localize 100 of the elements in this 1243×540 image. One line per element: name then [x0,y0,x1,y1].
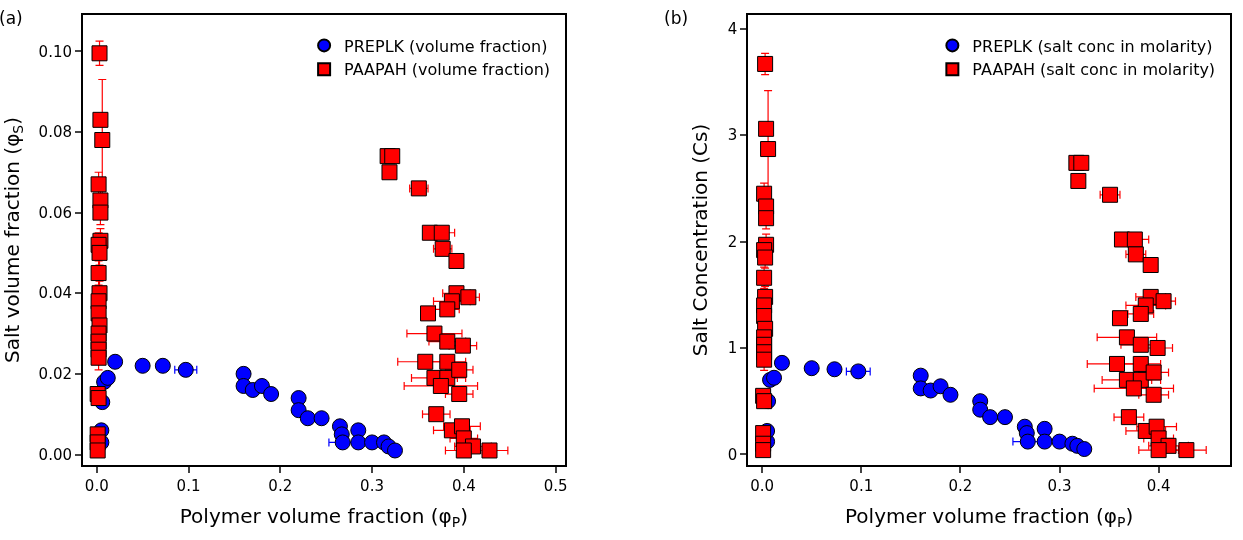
point [460,289,477,306]
y-tick-label: 0.00 [38,445,72,464]
point [982,409,999,426]
point [1142,257,1159,273]
point [434,240,451,257]
point [91,244,108,261]
y-tick-label: 2 [727,232,738,251]
point [1145,386,1162,403]
y-tick-label: 4 [727,20,738,39]
x-tick-label: 0.3 [1047,477,1072,495]
point [997,409,1013,426]
point [334,434,351,451]
point [1036,420,1053,437]
point [90,390,107,407]
point [1126,231,1143,248]
point [760,141,777,158]
point [1132,336,1149,353]
point [107,353,124,370]
point [90,265,107,282]
x-tick-label: 0.2 [948,477,973,495]
y-tick-label: 0.10 [38,42,72,61]
point [766,369,783,386]
point [439,333,456,350]
x-tick-label: 0.2 [268,477,293,495]
point [756,351,773,368]
y-tick-label: 0.04 [38,284,72,303]
legend-label: PREPLK (volume fraction) [344,36,548,56]
point [350,434,367,451]
point [481,442,498,459]
legend-label: PAAPAH (volume fraction) [344,60,551,80]
point [263,386,280,403]
point [439,301,456,318]
point [755,442,772,459]
point [90,349,107,366]
point [1036,433,1053,450]
point [758,210,775,227]
point [1118,329,1135,346]
y-tick-label: 3 [727,126,738,145]
point [757,249,774,266]
point [92,111,109,128]
point [432,377,449,394]
point [756,393,773,410]
point [1111,310,1128,327]
point [381,164,398,181]
y-axis-title: Salt Concentration (Cs) [687,123,712,357]
point [90,176,107,193]
point [1070,172,1087,189]
point [1073,154,1090,171]
point [420,305,437,322]
point [384,148,401,165]
point [1127,246,1144,263]
x-tick-label: 0.4 [451,477,476,495]
point [1109,355,1125,372]
x-tick-label: 0.0 [750,477,775,495]
legend-label: PREPLK (salt conc in molarity) [972,36,1213,56]
point [1102,186,1119,203]
point [1125,380,1142,397]
y-tick-label: 0.08 [38,123,72,142]
point [1155,293,1172,310]
point [757,55,774,72]
x-tick-label: 0.4 [1146,477,1171,495]
point [428,406,445,423]
point [1145,364,1162,381]
point [773,354,790,371]
point [177,361,194,378]
point [313,410,330,427]
point [912,367,929,384]
point [154,357,171,374]
point [1120,409,1137,426]
x-tick-label: 0.3 [360,477,384,495]
y-tick-label: 1 [727,339,738,358]
point [386,442,403,459]
x-axis-title: Polymer volume fraction (φ$_{P}$) [179,504,468,531]
point [1150,442,1167,459]
point [1132,355,1149,372]
point [803,360,820,377]
point [826,361,843,378]
point [433,224,450,241]
x-tick-label: 0.1 [176,477,201,495]
point [1076,441,1093,458]
x-tick-label: 0.5 [543,477,568,495]
point [299,410,316,427]
point [134,357,151,374]
point [932,378,949,395]
point [94,132,111,148]
y-tick-label: 0.06 [38,203,72,222]
chart-title: (b) [664,8,689,28]
x-axis-title: Polymer volume fraction (φ$_{P}$) [845,504,1134,531]
point [448,252,465,269]
point [1178,442,1195,459]
point [942,386,959,403]
point [92,204,109,221]
point [410,180,427,197]
legend-label: PAAPAH (salt conc in molarity) [972,60,1216,80]
point [91,45,108,62]
point [1051,433,1068,450]
point [758,120,775,137]
point [455,442,472,459]
point [417,353,434,370]
x-tick-label: 0.1 [849,477,874,495]
